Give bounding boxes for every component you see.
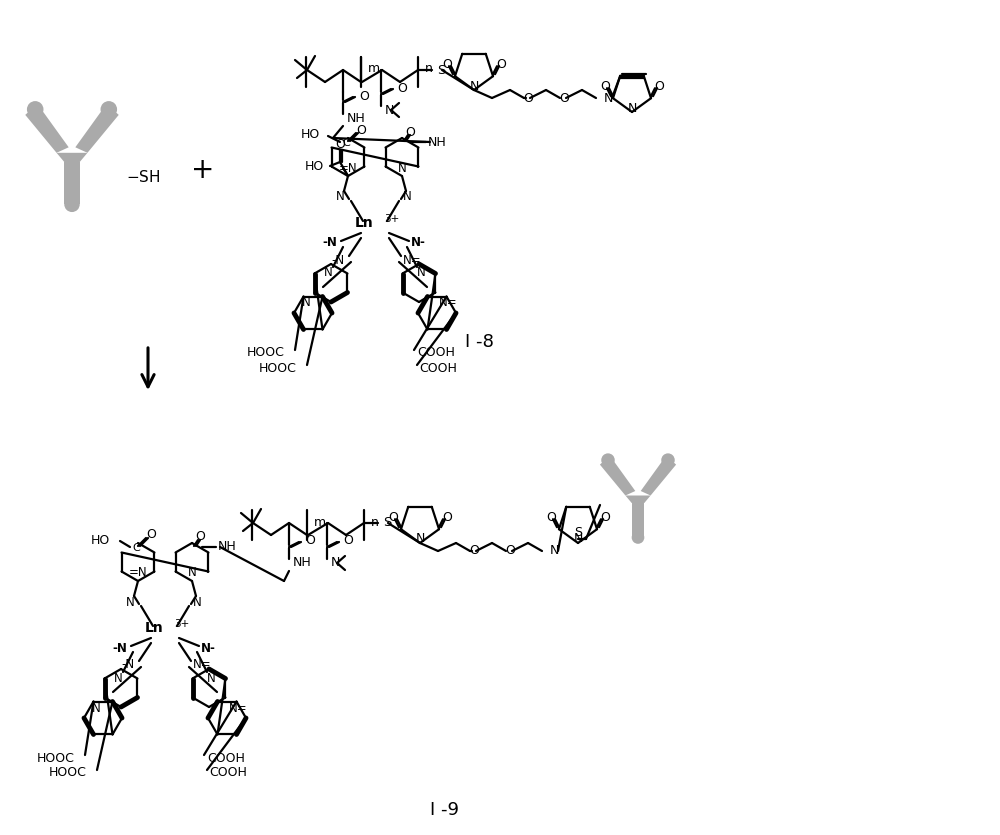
Text: O: O <box>343 534 353 548</box>
Text: N=: N= <box>229 701 248 715</box>
Text: -N: -N <box>322 236 337 250</box>
Text: HOOC: HOOC <box>37 752 75 765</box>
Text: NH: NH <box>347 112 366 124</box>
Text: Ln: Ln <box>354 216 373 230</box>
Text: COOH: COOH <box>209 767 247 780</box>
Text: 3+: 3+ <box>174 619 189 629</box>
Text: NH: NH <box>428 135 447 149</box>
Text: O: O <box>356 124 366 136</box>
Text: =N: =N <box>339 161 357 175</box>
Text: O: O <box>505 544 515 558</box>
Text: m: m <box>314 515 326 529</box>
Text: HO: HO <box>91 534 110 546</box>
Text: N: N <box>398 161 406 175</box>
Polygon shape <box>600 456 635 495</box>
Text: O: O <box>523 92 533 104</box>
Text: N: N <box>627 102 637 114</box>
Circle shape <box>64 196 80 212</box>
Circle shape <box>661 453 675 467</box>
Text: HO: HO <box>305 160 324 174</box>
Text: N: N <box>126 595 135 609</box>
Text: O: O <box>600 79 610 93</box>
Text: O: O <box>442 511 452 524</box>
Polygon shape <box>632 503 644 538</box>
Text: O: O <box>195 530 205 544</box>
Text: N: N <box>469 79 479 93</box>
Text: C: C <box>132 543 140 553</box>
Text: N=: N= <box>439 296 458 310</box>
Text: N: N <box>415 533 425 545</box>
Text: O: O <box>388 511 398 524</box>
Text: N: N <box>193 595 202 609</box>
Text: COOH: COOH <box>419 362 457 375</box>
Text: S: S <box>383 517 391 529</box>
Text: N: N <box>207 671 216 685</box>
Text: =N: =N <box>129 566 147 579</box>
Text: -N: -N <box>122 659 135 671</box>
Text: m: m <box>368 63 380 75</box>
Polygon shape <box>75 104 119 153</box>
Text: N: N <box>403 190 412 204</box>
Text: COOH: COOH <box>417 347 455 360</box>
Text: O: O <box>442 58 452 71</box>
Text: NH: NH <box>218 540 237 554</box>
Polygon shape <box>25 104 69 153</box>
Text: N: N <box>336 190 345 204</box>
Text: N-: N- <box>411 236 426 250</box>
Text: N: N <box>604 92 613 104</box>
Text: S: S <box>574 527 582 539</box>
Text: O: O <box>559 92 569 104</box>
Text: N: N <box>550 544 559 558</box>
Text: N: N <box>188 566 196 579</box>
Polygon shape <box>625 495 651 503</box>
Text: N-: N- <box>201 641 216 655</box>
Text: N: N <box>302 296 311 310</box>
Text: Ln: Ln <box>144 621 163 635</box>
Text: O: O <box>335 139 345 151</box>
Text: -N: -N <box>332 254 345 266</box>
Text: HOOC: HOOC <box>49 767 87 780</box>
Text: -N: -N <box>112 641 127 655</box>
Text: N=: N= <box>403 254 422 266</box>
Text: I -9: I -9 <box>430 801 459 819</box>
Text: COOH: COOH <box>207 752 245 765</box>
Text: O: O <box>600 511 610 524</box>
Text: N: N <box>573 533 583 545</box>
Text: HOOC: HOOC <box>259 362 297 375</box>
Text: HOOC: HOOC <box>247 347 285 360</box>
Text: O: O <box>546 511 556 524</box>
Text: O: O <box>359 89 369 103</box>
Text: N: N <box>324 266 333 280</box>
Text: n: n <box>371 515 379 529</box>
Polygon shape <box>64 162 80 205</box>
Text: N: N <box>331 556 340 569</box>
Text: O: O <box>397 82 407 94</box>
Text: S: S <box>437 63 445 77</box>
Text: O: O <box>496 58 506 71</box>
Text: $-$SH: $-$SH <box>126 169 160 185</box>
Circle shape <box>101 101 117 118</box>
Circle shape <box>632 531 644 544</box>
Polygon shape <box>641 456 676 495</box>
Text: NH: NH <box>293 556 312 569</box>
Text: +: + <box>191 156 215 184</box>
Text: N: N <box>385 104 394 117</box>
Text: O: O <box>305 534 315 548</box>
Polygon shape <box>57 153 87 162</box>
Text: O: O <box>469 544 479 558</box>
Text: O: O <box>654 79 664 93</box>
Text: O: O <box>405 125 415 139</box>
Text: I -8: I -8 <box>465 333 494 351</box>
Text: N: N <box>92 701 101 715</box>
Text: n: n <box>425 63 433 75</box>
Text: C: C <box>342 138 350 148</box>
Text: N: N <box>417 266 426 280</box>
Text: N=: N= <box>193 659 212 671</box>
Circle shape <box>601 453 615 467</box>
Text: O: O <box>146 529 156 542</box>
Text: 3+: 3+ <box>384 214 399 224</box>
Text: N: N <box>114 671 123 685</box>
Text: HO: HO <box>301 128 320 140</box>
Circle shape <box>27 101 43 118</box>
